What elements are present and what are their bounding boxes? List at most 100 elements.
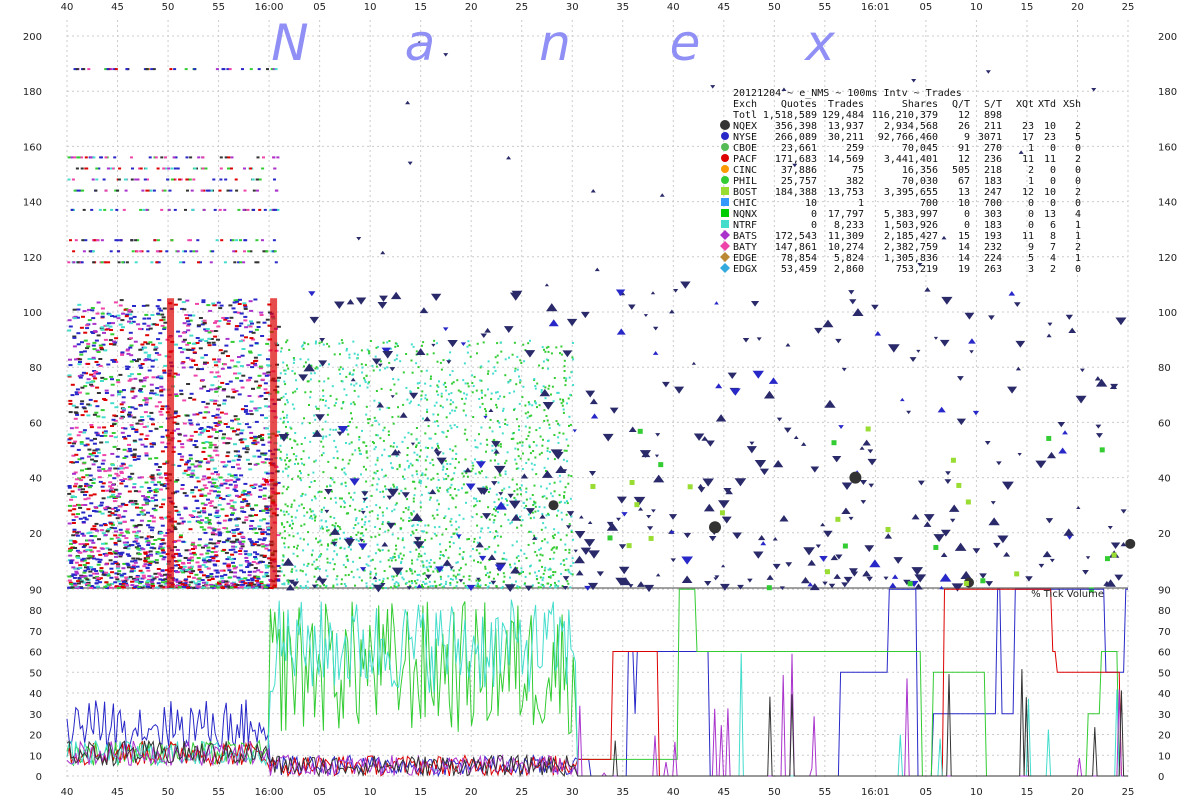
quote-dot (240, 365, 244, 367)
quote-dot (315, 538, 317, 540)
quote-dot (286, 414, 288, 416)
quote-dot (454, 410, 456, 412)
quote-dot (460, 567, 462, 569)
quote-dot (565, 549, 567, 551)
quote-dot (282, 492, 284, 494)
quote-dot (392, 557, 394, 559)
quote-dot (230, 558, 234, 560)
quote-dot (368, 350, 370, 352)
quote-dot (239, 239, 242, 241)
quote-dot (78, 507, 82, 509)
quote-dot (154, 484, 158, 486)
quote-dot (475, 473, 477, 475)
quote-dot (322, 395, 324, 397)
quote-dot (256, 450, 260, 452)
quote-dot (153, 578, 157, 580)
quote-dot (191, 463, 195, 465)
quote-dot (86, 532, 90, 534)
quote-dot (570, 565, 572, 567)
quote-dot (395, 548, 397, 550)
quote-dot (227, 556, 231, 558)
quote-dot (447, 430, 449, 432)
quote-dot (227, 494, 231, 496)
quote-dot (157, 354, 161, 356)
quote-dot (395, 545, 397, 547)
quote-dot (452, 401, 454, 403)
quote-dot (95, 168, 98, 170)
quote-dot (361, 526, 363, 528)
quote-dot (251, 388, 255, 390)
quote-dot (208, 344, 212, 346)
quote-dot (429, 562, 431, 564)
quote-dot (107, 168, 110, 170)
quote-dot (89, 546, 93, 548)
quote-dot (90, 156, 93, 158)
quote-dot (93, 438, 97, 440)
quote-dot (286, 511, 288, 513)
quote-dot (355, 519, 357, 521)
quote-dot (430, 585, 432, 587)
quote-dot (218, 522, 222, 524)
quote-dot (363, 442, 365, 444)
quote-dot (417, 382, 419, 384)
quote-dot (542, 367, 544, 369)
quote-dot (201, 301, 205, 303)
quote-dot (124, 485, 128, 487)
quote-dot (292, 392, 294, 394)
quote-dot (214, 376, 218, 378)
quote-dot (92, 261, 95, 263)
quote-dot (97, 550, 101, 552)
quote-dot (254, 357, 258, 359)
quote-dot (123, 521, 127, 523)
quote-dot (541, 529, 543, 531)
quote-dot (72, 473, 76, 475)
quote-dot (425, 486, 427, 488)
quote-dot (84, 575, 88, 577)
quote-dot (520, 524, 522, 526)
quote-dot (214, 361, 218, 363)
quote-dot (182, 332, 186, 334)
quote-dot (528, 531, 530, 533)
quote-dot (231, 512, 235, 514)
quote-dot (258, 485, 262, 487)
quote-dot (341, 498, 343, 500)
quote-dot (332, 586, 334, 588)
quote-dot (195, 303, 199, 305)
quote-dot (472, 416, 474, 418)
quote-dot (155, 405, 159, 407)
quote-dot (222, 388, 226, 390)
quote-dot (118, 522, 122, 524)
quote-dot (351, 571, 353, 573)
quote-dot (277, 377, 281, 379)
quote-dot (253, 436, 257, 438)
quote-dot (277, 326, 281, 328)
quote-dot (472, 391, 474, 393)
quote-dot (67, 576, 71, 578)
quote-dot (92, 558, 96, 560)
quote-dot (90, 459, 94, 461)
quote-dot (160, 484, 164, 486)
quote-dot (101, 463, 105, 465)
quote-dot (218, 531, 222, 533)
quote-dot (214, 330, 218, 332)
quote-dot (117, 580, 121, 582)
quote-dot (171, 168, 174, 170)
quote-dot (474, 538, 476, 540)
quote-dot (518, 425, 520, 427)
quote-dot (82, 521, 86, 523)
quote-dot (452, 478, 454, 480)
quote-dot (321, 491, 323, 493)
quote-dot (77, 449, 81, 451)
quote-dot (69, 562, 73, 564)
quote-dot (442, 406, 444, 408)
quote-dot (109, 326, 113, 328)
quote-dot (320, 399, 322, 401)
quote-dot (68, 505, 72, 507)
quote-dot (495, 404, 497, 406)
quote-dot (75, 478, 79, 480)
quote-dot (216, 473, 220, 475)
quote-dot (179, 390, 183, 392)
quote-dot (411, 433, 413, 435)
quote-dot (255, 541, 259, 543)
quote-dot (505, 473, 507, 475)
